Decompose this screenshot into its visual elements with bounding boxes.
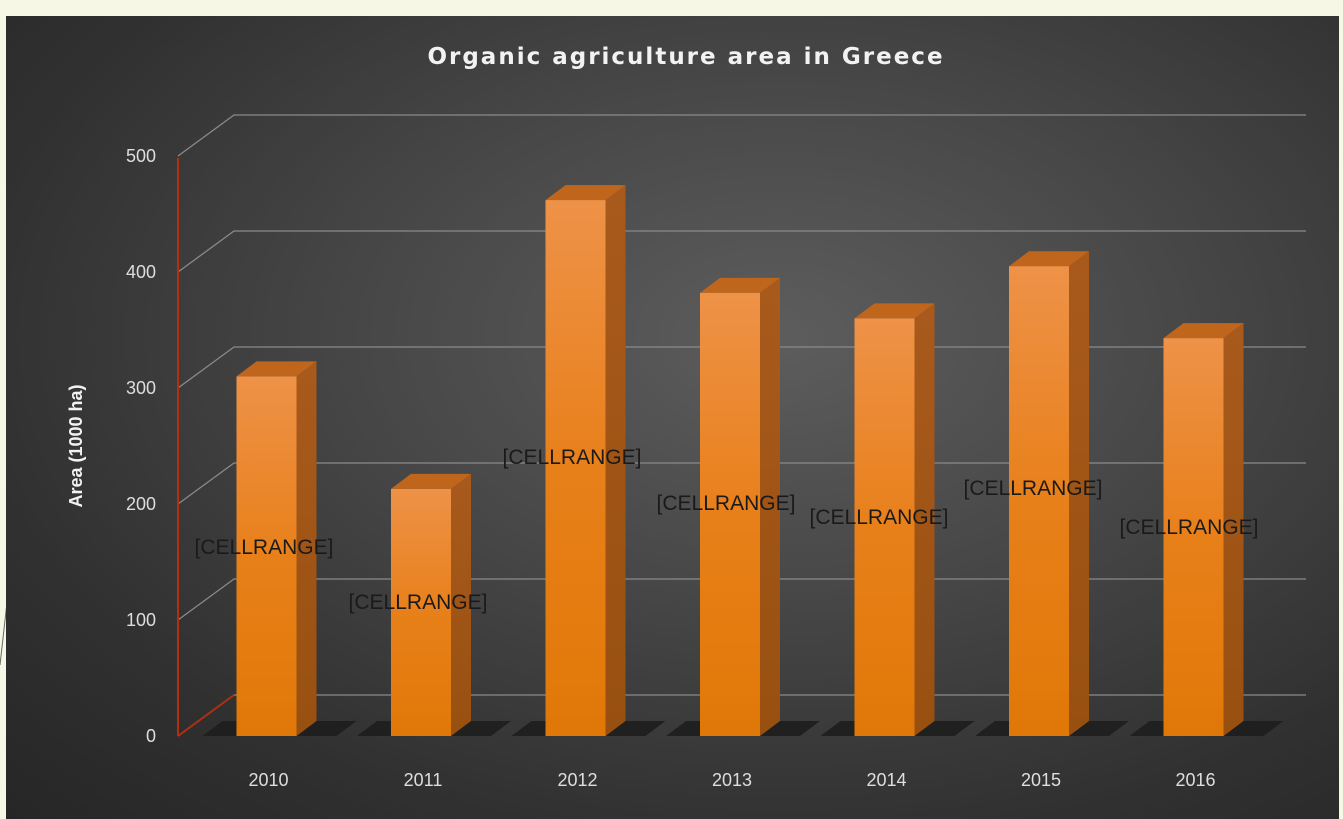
bar <box>236 376 297 736</box>
bar <box>700 292 760 736</box>
x-tick-label: 2016 <box>1175 770 1215 790</box>
gridline <box>177 230 1306 273</box>
y-tick-label: 0 <box>146 726 156 746</box>
chart-panel: [CELLRANGE] [CELLRANGE] [CELLRANGE] [CELLRA… <box>6 16 1339 819</box>
bar-side <box>914 303 935 736</box>
x-tick-label: 2011 <box>404 770 443 790</box>
x-tick-labels: 2010 2011 2012 2013 2014 2015 2016 <box>248 770 1215 790</box>
data-label: [CELLRANGE] <box>1120 516 1259 539</box>
bar <box>854 318 915 736</box>
bar-side <box>451 473 471 736</box>
x-tick-label: 2012 <box>557 770 597 790</box>
y-tick-labels: 0 100 200 300 400 500 <box>126 146 156 746</box>
bar-side <box>296 361 317 736</box>
y-tick-label: 500 <box>126 146 156 166</box>
x-tick-label: 2013 <box>712 770 752 790</box>
bar-top <box>1009 251 1089 267</box>
data-label: [CELLRANGE] <box>657 492 796 515</box>
y-tick-label: 400 <box>126 262 156 282</box>
bar <box>1163 338 1224 736</box>
data-label: [CELLRANGE] <box>503 446 642 469</box>
gridline <box>177 462 1306 505</box>
y-axis-label: Area (1000 ha) <box>66 384 86 507</box>
y-tick-label: 200 <box>126 494 156 514</box>
bar <box>1009 266 1069 736</box>
x-tick-label: 2014 <box>866 770 906 790</box>
bar-top <box>545 185 626 201</box>
x-tick-label: 2010 <box>248 770 288 790</box>
bar-side <box>1069 251 1089 736</box>
bar <box>545 200 606 736</box>
y-tick-label: 100 <box>126 610 156 630</box>
data-label: [CELLRANGE] <box>195 536 334 559</box>
bar-side <box>1223 323 1244 736</box>
bar-side <box>605 185 626 736</box>
bar-top <box>854 303 935 319</box>
bar-top <box>391 473 471 489</box>
bar-chart: [CELLRANGE] [CELLRANGE] [CELLRANGE] [CELLRA… <box>66 44 1306 790</box>
gridline <box>177 114 1306 157</box>
data-labels: [CELLRANGE] [CELLRANGE] [CELLRANGE] [CELLRA… <box>195 446 1259 614</box>
data-label: [CELLRANGE] <box>810 506 949 529</box>
floor-edge-line <box>177 694 235 737</box>
bar-side <box>760 277 780 736</box>
x-tick-label: 2015 <box>1021 770 1061 790</box>
y-tick-label: 300 <box>126 378 156 398</box>
bar-top <box>1163 323 1244 339</box>
bar <box>391 488 451 736</box>
gridline <box>177 578 1306 621</box>
bar-top <box>700 277 780 293</box>
bar-top <box>236 361 317 377</box>
gridline <box>177 346 1306 389</box>
data-label: [CELLRANGE] <box>349 591 488 614</box>
axes <box>177 158 235 737</box>
chart-title: Organic agriculture area in Greece <box>427 44 944 70</box>
data-label: [CELLRANGE] <box>964 477 1103 500</box>
bars <box>236 185 1244 736</box>
